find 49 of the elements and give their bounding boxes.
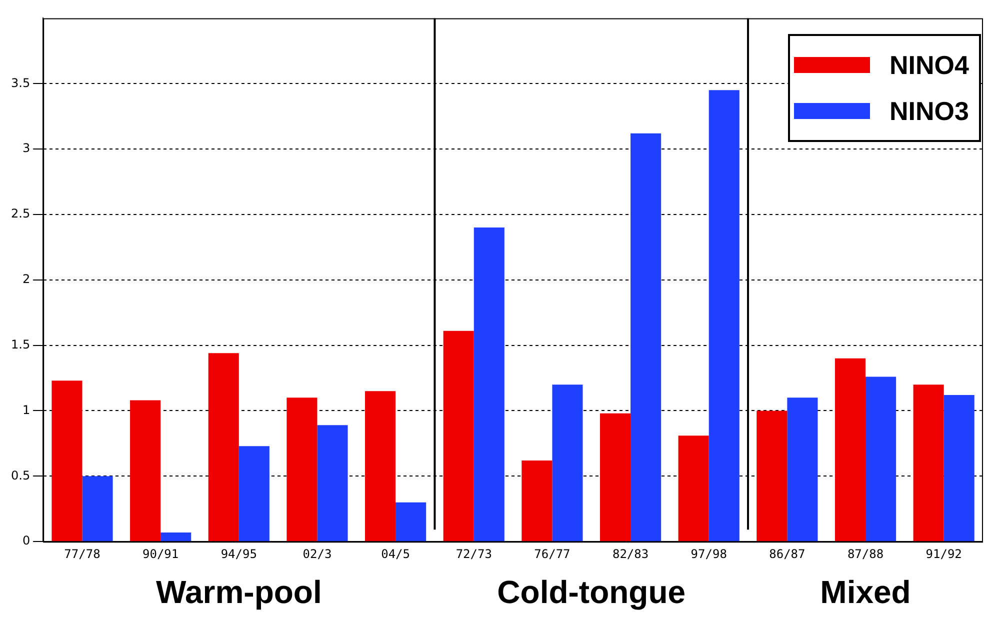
bar (944, 395, 974, 542)
x-tick-label: 91/92 (926, 546, 962, 561)
bar (82, 476, 113, 542)
y-tick-label: 2 (22, 272, 30, 286)
y-tick-label: 1 (22, 402, 30, 417)
bar (443, 330, 474, 542)
bar (317, 425, 348, 542)
bar (365, 391, 396, 542)
text: Cold-tongue (496, 574, 687, 611)
bar (756, 410, 788, 542)
bar (474, 228, 504, 542)
bar (600, 413, 631, 542)
bar (130, 400, 161, 542)
bar (238, 446, 270, 542)
x-tick-label: 72/73 (456, 546, 492, 561)
bar (866, 376, 896, 542)
y-tick-label: 3 (22, 141, 30, 156)
legend-label: NINO3 (890, 96, 969, 127)
text: Mixed (819, 574, 912, 611)
x-tick-label: 82/83 (612, 546, 649, 561)
bar (913, 384, 944, 542)
text: Warm-pool (154, 574, 323, 611)
x-tick-label: 87/88 (847, 546, 884, 561)
bar (630, 133, 662, 542)
bar (522, 460, 552, 542)
y-tick-label: 1.5 (10, 337, 30, 352)
bar (160, 532, 192, 542)
y-tick-label: 0 (22, 534, 30, 548)
x-tick-label: 02/3 (302, 546, 332, 561)
bar (286, 398, 318, 542)
x-tick-label: 04/5 (381, 546, 410, 561)
bar (396, 502, 426, 542)
x-tick-label: 97/98 (690, 546, 727, 561)
x-tick-label: 77/78 (64, 546, 100, 561)
bar (52, 380, 82, 542)
x-tick-label: 94/95 (220, 546, 257, 561)
y-tick-label: 2.5 (10, 206, 30, 221)
x-tick-label: 76/77 (534, 546, 570, 561)
x-tick-label: 86/87 (769, 546, 806, 561)
bar (787, 398, 818, 542)
legend-label: NINO4 (890, 50, 969, 81)
bar (552, 384, 583, 542)
y-tick-label: 0.5 (10, 468, 30, 482)
bar (708, 90, 740, 542)
x-tick-label: 90/91 (142, 546, 179, 561)
bar (678, 436, 709, 542)
bar (834, 358, 866, 542)
bar (208, 353, 239, 542)
y-tick-label: 3.5 (10, 76, 30, 90)
